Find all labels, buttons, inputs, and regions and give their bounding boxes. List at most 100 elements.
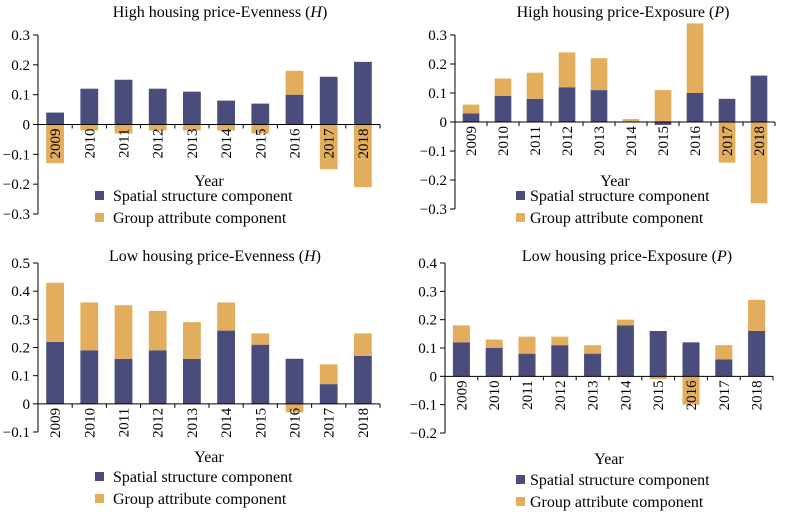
y-tick-label: 0.1 — [418, 341, 437, 357]
y-tick-label: −0.2 — [420, 173, 447, 189]
bar-spatial-structure — [354, 61, 372, 125]
bar-spatial-structure — [686, 93, 704, 122]
legend-label-spatial: Spatial structure component — [113, 469, 293, 486]
bar-spatial-structure — [590, 90, 608, 122]
y-tick-label: 0.3 — [428, 28, 447, 44]
bar-spatial-structure — [558, 87, 576, 122]
bar-group-attribute — [715, 345, 733, 360]
bar-group-attribute — [622, 119, 640, 122]
bar-group-attribute — [558, 52, 576, 88]
y-tick-label: 0.2 — [418, 313, 437, 329]
y-tick-label: −0.3 — [420, 202, 447, 218]
x-tick-label: 2016 — [288, 407, 304, 438]
bar-group-attribute — [526, 72, 544, 99]
chart-title: High housing price-Evenness (H) — [113, 4, 328, 21]
bar-spatial-structure — [485, 348, 503, 377]
y-tick-label: 0.2 — [11, 341, 30, 357]
x-axis-label: Year — [594, 451, 624, 468]
legend-label-spatial: Spatial structure component — [530, 472, 710, 489]
x-tick-label: 2010 — [82, 129, 98, 159]
legend-label-group: Group attribute component — [113, 210, 287, 227]
bar-spatial-structure — [46, 112, 64, 125]
bar-spatial-structure — [584, 353, 602, 377]
x-tick-label: 2009 — [464, 126, 480, 156]
y-tick-label: −0.2 — [3, 177, 30, 193]
x-tick-label: 2015 — [656, 126, 672, 156]
bar-spatial-structure — [217, 330, 235, 404]
bar-spatial-structure — [251, 344, 270, 404]
chart-title-main: High housing price-Exposure ( — [517, 4, 715, 21]
y-tick-label: −0.1 — [3, 425, 30, 441]
bar-spatial-structure — [183, 91, 201, 125]
x-tick-label: 2009 — [48, 408, 64, 438]
bar-spatial-structure — [148, 350, 167, 404]
bar-group-attribute — [354, 333, 372, 356]
x-tick-label: 2012 — [151, 408, 167, 438]
x-axis-label: Year — [194, 449, 224, 466]
bar-group-attribute — [686, 23, 704, 93]
x-tick-label: 2012 — [553, 380, 569, 410]
bar-group-attribute — [183, 322, 201, 359]
bar-group-attribute — [114, 124, 133, 134]
x-tick-label: 2018 — [356, 408, 372, 438]
chart-title-var: P — [713, 4, 724, 21]
chart-title: Low housing price-Exposure (P) — [522, 248, 732, 265]
legend-label-spatial: Spatial structure component — [113, 188, 293, 205]
bar-group-attribute — [551, 336, 569, 346]
x-axis-label: Year — [194, 173, 224, 190]
bar-spatial-structure — [80, 88, 99, 125]
bar-spatial-structure — [319, 76, 338, 125]
bar-spatial-structure — [494, 95, 512, 122]
x-tick-label: 2009 — [48, 129, 64, 159]
bar-group-attribute — [494, 78, 512, 96]
bar-spatial-structure — [718, 98, 736, 122]
y-tick-label: 0.1 — [428, 86, 447, 102]
bar-group-attribute — [319, 124, 338, 170]
chart-title: Low housing price-Evenness (H) — [109, 248, 321, 265]
bar-group-attribute — [750, 122, 768, 204]
bar-spatial-structure — [114, 79, 133, 125]
legend-label-group: Group attribute component — [530, 210, 704, 227]
chart-title-main: Low housing price-Exposure ( — [522, 248, 717, 265]
x-tick-label: 2012 — [560, 126, 576, 156]
x-tick-label: 2009 — [454, 380, 470, 410]
y-tick-label: −0.3 — [3, 207, 30, 223]
x-tick-label: 2014 — [624, 126, 640, 157]
bar-spatial-structure — [616, 325, 634, 377]
x-tick-label: 2016 — [684, 380, 700, 411]
bar-group-attribute — [183, 124, 201, 131]
x-tick-label: 2012 — [151, 129, 167, 159]
y-tick-label: 0.2 — [428, 57, 447, 73]
y-tick-label: −0.1 — [410, 398, 437, 414]
bar-group-attribute — [217, 124, 235, 131]
legend-swatch-spatial — [516, 475, 525, 484]
x-tick-label: 2011 — [117, 129, 133, 158]
bar-spatial-structure — [285, 94, 304, 125]
bar-spatial-structure — [654, 122, 672, 125]
bar-spatial-structure — [748, 331, 766, 377]
bar-group-attribute — [485, 339, 503, 348]
bar-group-attribute — [217, 302, 235, 331]
bar-spatial-structure — [148, 88, 167, 125]
legend-swatch-group — [516, 497, 525, 506]
x-tick-label: 2011 — [117, 408, 133, 437]
y-tick-label: 0.3 — [11, 312, 30, 328]
x-tick-label: 2017 — [717, 380, 733, 411]
x-tick-label: 2010 — [82, 408, 98, 438]
bar-spatial-structure — [114, 358, 133, 404]
bar-spatial-structure — [452, 342, 470, 377]
x-tick-label: 2010 — [496, 126, 512, 156]
bar-group-attribute — [748, 299, 766, 331]
bar-group-attribute — [148, 124, 167, 131]
chart-title-end: ) — [727, 248, 732, 265]
legend-swatch-spatial — [95, 472, 104, 481]
bar-group-attribute — [319, 364, 338, 385]
bar-group-attribute — [46, 282, 64, 342]
x-tick-label: 2011 — [528, 126, 544, 155]
bar-spatial-structure — [80, 350, 99, 404]
bar-group-attribute — [616, 319, 634, 326]
bar-group-attribute — [654, 90, 672, 122]
x-tick-label: 2014 — [219, 128, 235, 159]
legend-label-group: Group attribute component — [530, 494, 704, 511]
